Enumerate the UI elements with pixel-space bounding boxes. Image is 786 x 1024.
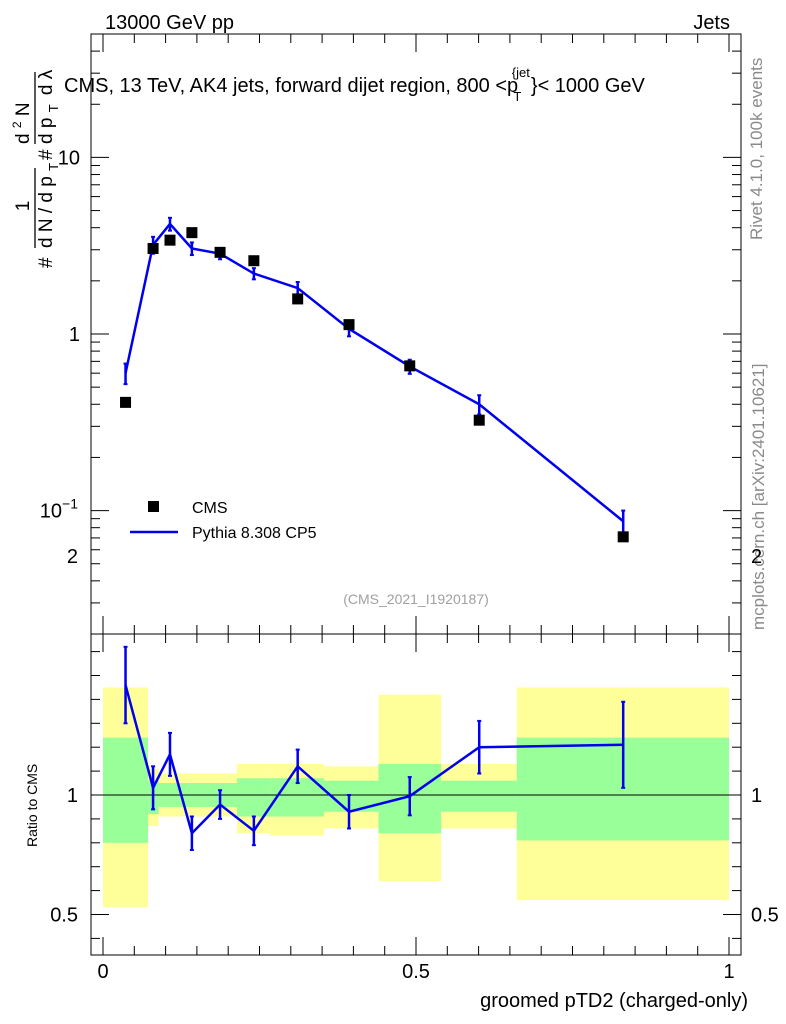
cms-data-point [404,360,416,372]
y-tick-label: 1 [69,324,80,346]
ratio-y-tick-label: 1 [67,785,78,807]
x-axis-label: groomed pTD2 (charged-only) [480,990,748,1012]
cms-data-point [147,242,159,254]
y-tick-label: 10 [58,147,80,169]
cms-data-point [186,227,198,239]
uncertainty-band-inner [103,737,149,843]
legend: CMS Pythia 8.308 CP5 [130,500,317,542]
uncertainty-band-inner [441,780,517,812]
cms-data-point [248,255,260,267]
beam-label: 13000 GeV pp [105,12,234,34]
ratio-y-tick-label-right: 1 [751,785,762,807]
main-plot-panel: 10−1 1 10 [40,33,742,635]
legend-cms-marker [148,501,159,512]
legend-pythia-label: Pythia 8.308 CP5 [192,525,317,542]
ratio-y-tick-label: 0.5 [50,905,78,927]
ratio-y-tick-label: 2 [67,546,78,568]
title-tail: }< 1000 GeV [531,75,646,97]
cms-data-point [214,246,226,258]
svg-text:#: # [36,257,57,268]
svg-text:d 2 N: d 2 N [5,102,34,144]
svg-text:d N / d p T: d N / d p T [36,163,61,248]
ratio-y-axis-label: Ratio to CMS [24,764,40,847]
y-tick-label: 10−1 [40,496,78,523]
plot-title: CMS, 13 TeV, AK4 jets, forward dijet reg… [64,60,646,106]
main-frame [90,33,742,635]
uncertainty-band-inner [236,778,271,817]
svg-text:#: # [36,149,57,160]
cms-data-point [473,414,485,426]
x-tick-label: 0 [97,961,108,983]
ratio-y-tick-label-right: 2 [751,546,762,568]
cms-data-point [617,531,629,543]
cms-data-point [343,319,355,331]
pythia-series-line [124,222,624,523]
svg-text:d p T d λ: d p T d λ [36,69,63,144]
cms-data-point [120,396,132,408]
svg-text:1: 1 [13,201,34,212]
mcplots-label: mcplots.cern.ch [arXiv:2401.10621] [749,364,768,630]
x-tick-label: 0.5 [402,961,430,983]
y-axis-label: # 1 d N / d p T # d 2 N d p T d λ [5,69,63,268]
cms-data-point [164,234,176,246]
title-subscript: T [513,89,521,104]
analysis-id-label: (CMS_2021_I1920187) [343,591,489,607]
rivet-version-label: Rivet 4.1.0, 100k events [747,58,766,240]
title-main: CMS, 13 TeV, AK4 jets, forward dijet reg… [64,75,518,97]
ratio-plot-panel: 0.5 0.5 1 1 2 2 0 0.5 1 [50,546,779,983]
legend-cms-label: CMS [192,500,228,517]
cms-data-point [292,293,304,305]
x-tick-label: 1 [723,961,734,983]
uncertainty-band-inner [270,778,324,817]
ratio-y-tick-label-right: 0.5 [751,905,779,927]
category-label: Jets [693,12,730,34]
title-superscript: {jet [512,65,530,80]
